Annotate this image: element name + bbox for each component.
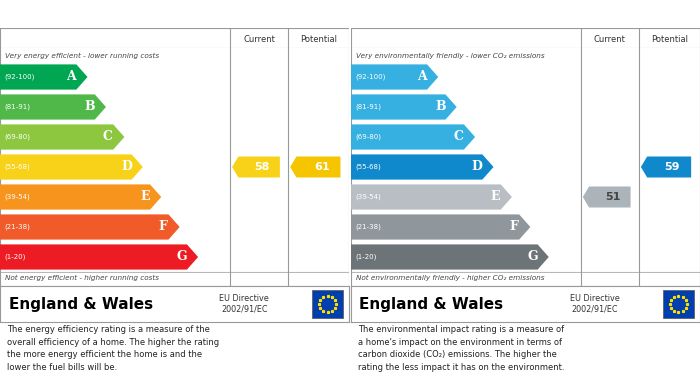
Polygon shape — [0, 124, 125, 150]
Text: Not energy efficient - higher running costs: Not energy efficient - higher running co… — [5, 275, 159, 282]
Text: The energy efficiency rating is a measure of the
overall efficiency of a home. T: The energy efficiency rating is a measur… — [7, 325, 219, 372]
Text: (92-100): (92-100) — [355, 74, 385, 80]
Polygon shape — [641, 156, 691, 178]
Text: D: D — [472, 160, 482, 174]
Polygon shape — [351, 94, 456, 120]
Polygon shape — [0, 214, 180, 240]
Text: Current: Current — [594, 35, 626, 44]
Text: D: D — [121, 160, 132, 174]
Text: (21-38): (21-38) — [4, 224, 30, 230]
Text: (39-54): (39-54) — [355, 194, 381, 200]
Text: The environmental impact rating is a measure of
a home's impact on the environme: The environmental impact rating is a mea… — [358, 325, 564, 372]
Text: (1-20): (1-20) — [4, 254, 26, 260]
Text: Potential: Potential — [651, 35, 687, 44]
Text: E: E — [491, 190, 500, 203]
Text: F: F — [159, 221, 168, 233]
Text: (81-91): (81-91) — [4, 104, 30, 110]
Polygon shape — [0, 65, 88, 90]
Text: EU Directive
2002/91/EC: EU Directive 2002/91/EC — [219, 294, 270, 314]
Text: 58: 58 — [255, 162, 270, 172]
Text: A: A — [66, 70, 76, 84]
Text: Environmental Impact (CO₂) Rating: Environmental Impact (CO₂) Rating — [359, 8, 592, 21]
Text: C: C — [103, 131, 113, 143]
Polygon shape — [351, 124, 475, 150]
Text: (55-68): (55-68) — [355, 164, 381, 170]
Text: (1-20): (1-20) — [355, 254, 377, 260]
Text: 61: 61 — [314, 162, 330, 172]
Text: Very environmentally friendly - lower CO₂ emissions: Very environmentally friendly - lower CO… — [356, 53, 545, 59]
Text: Energy Efficiency Rating: Energy Efficiency Rating — [8, 8, 172, 21]
Polygon shape — [583, 187, 631, 208]
Text: G: G — [527, 251, 538, 264]
Polygon shape — [0, 94, 106, 120]
Text: Current: Current — [243, 35, 275, 44]
Text: Potential: Potential — [300, 35, 337, 44]
Polygon shape — [232, 156, 280, 178]
Bar — [312, 290, 343, 318]
Text: (92-100): (92-100) — [4, 74, 34, 80]
Text: England & Wales: England & Wales — [359, 296, 503, 312]
Text: EU Directive
2002/91/EC: EU Directive 2002/91/EC — [570, 294, 620, 314]
Text: (69-80): (69-80) — [355, 134, 381, 140]
Polygon shape — [351, 244, 549, 270]
Text: England & Wales: England & Wales — [8, 296, 153, 312]
Text: B: B — [435, 100, 446, 113]
Text: Not environmentally friendly - higher CO₂ emissions: Not environmentally friendly - higher CO… — [356, 275, 545, 282]
Bar — [663, 290, 694, 318]
Text: 51: 51 — [606, 192, 621, 202]
Polygon shape — [351, 214, 531, 240]
Text: E: E — [140, 190, 150, 203]
Text: (21-38): (21-38) — [355, 224, 381, 230]
Polygon shape — [351, 65, 438, 90]
Text: A: A — [417, 70, 427, 84]
Polygon shape — [0, 185, 161, 210]
Polygon shape — [0, 244, 198, 270]
Polygon shape — [0, 154, 143, 179]
Text: F: F — [510, 221, 519, 233]
Text: Very energy efficient - lower running costs: Very energy efficient - lower running co… — [5, 53, 160, 59]
Polygon shape — [290, 156, 340, 178]
Text: (69-80): (69-80) — [4, 134, 30, 140]
Text: (55-68): (55-68) — [4, 164, 30, 170]
Text: C: C — [454, 131, 463, 143]
Text: G: G — [176, 251, 187, 264]
Text: 59: 59 — [664, 162, 680, 172]
Polygon shape — [351, 154, 494, 179]
Text: (81-91): (81-91) — [355, 104, 381, 110]
Polygon shape — [351, 185, 512, 210]
Text: (39-54): (39-54) — [4, 194, 30, 200]
Text: B: B — [84, 100, 95, 113]
